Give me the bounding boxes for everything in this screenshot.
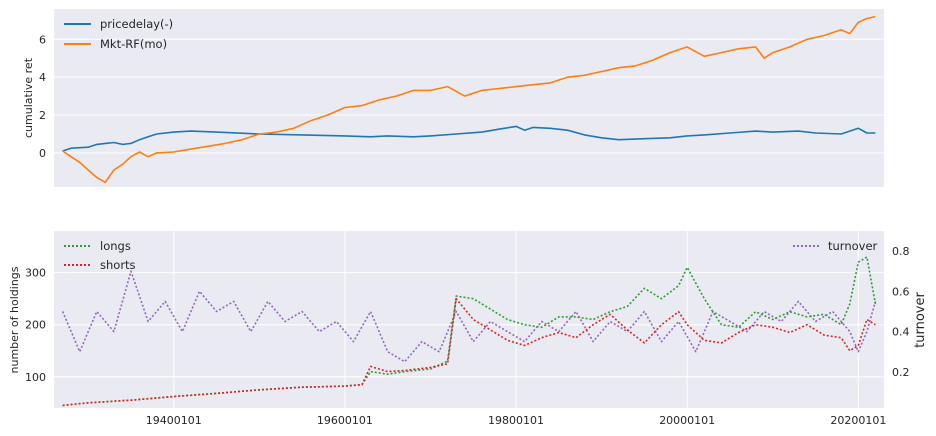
bottom-y-axis-label: number of holdings [8, 266, 21, 373]
y2-tick-label: 0.4 [892, 326, 910, 339]
legend-label-shorts: shorts [100, 258, 136, 272]
series-line-longs [62, 256, 877, 407]
y-tick-label: 200 [25, 319, 46, 332]
series-line-shorts [62, 297, 876, 407]
top-panel: 0 2 4 6 cumulative ret pricedelay(-) Mkt-RF… [22, 9, 884, 187]
y-tick-label: 2 [39, 109, 46, 122]
y-tick-label: 100 [25, 371, 46, 384]
bottom-series-group [61, 256, 877, 407]
x-tick-label: 19600101 [317, 414, 373, 427]
bottom-right-legend: turnover [793, 239, 878, 253]
top-y-tick-labels: 0 2 4 6 [39, 33, 46, 160]
series-line-turnover [61, 270, 877, 363]
y-tick-label: 0 [39, 147, 46, 160]
x-tick-label: 20200101 [830, 414, 886, 427]
bottom-right-y-tick-labels: 0.2 0.4 0.6 0.8 [892, 245, 910, 379]
y-tick-label: 300 [25, 267, 46, 280]
y2-tick-label: 0.2 [892, 366, 910, 379]
x-tick-label: 20000101 [659, 414, 715, 427]
bottom-x-tick-labels: 19400101 19600101 19800101 20000101 20200101 [146, 414, 887, 427]
series-line-mkt-rf-mo [62, 15, 876, 184]
y-tick-label: 4 [39, 71, 46, 84]
x-tick-label: 19400101 [146, 414, 202, 427]
legend-label-turnover: turnover [828, 239, 878, 253]
top-series-group [62, 15, 876, 184]
top-legend: pricedelay(-) Mkt-RF(mo) [64, 17, 173, 51]
bottom-right-y-axis-label: turnover [913, 292, 928, 348]
top-y-axis-label: cumulative ret [22, 57, 35, 138]
bottom-left-y-tick-labels: 100 200 300 [25, 267, 46, 384]
series-line-pricedelay [62, 125, 876, 152]
bottom-plot-area [54, 231, 884, 408]
bottom-gridlines [54, 231, 884, 408]
y-tick-label: 6 [39, 33, 46, 46]
legend-label-longs: longs [100, 239, 131, 253]
legend-label-mkt-rf: Mkt-RF(mo) [100, 37, 167, 51]
y2-tick-label: 0.6 [892, 285, 910, 298]
bottom-left-legend: longs shorts [64, 239, 136, 272]
top-gridlines [54, 38, 884, 154]
legend-label-pricedelay: pricedelay(-) [100, 17, 173, 31]
top-plot-area [54, 9, 884, 187]
x-tick-label: 19800101 [488, 414, 544, 427]
y2-tick-label: 0.8 [892, 245, 910, 258]
